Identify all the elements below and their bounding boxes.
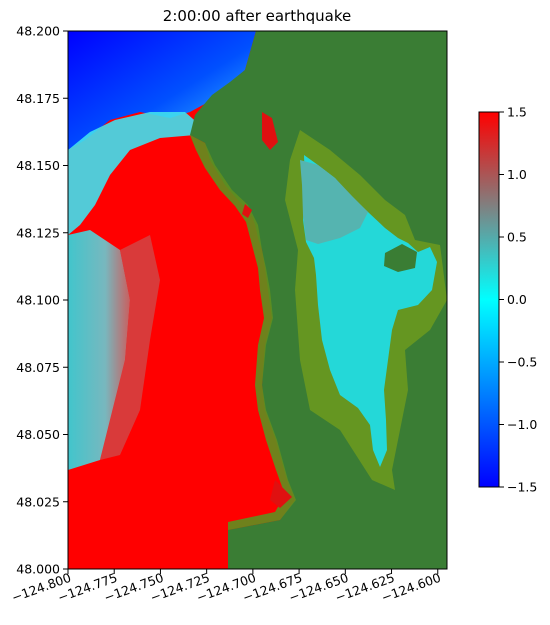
colorbar-tick-label: −0.5 <box>507 355 537 370</box>
y-tick-label: 48.125 <box>16 225 60 240</box>
blue-region <box>68 31 256 150</box>
gray-transition <box>100 235 160 460</box>
chart-title: 2:00:00 after earthquake <box>163 7 351 25</box>
x-axis-ticks: −124.800−124.775−124.750−124.725−124.700… <box>9 569 443 605</box>
y-tick-label: 48.200 <box>16 24 60 39</box>
colorbar-tick-label: −1.0 <box>507 417 537 432</box>
y-tick-label: 48.150 <box>16 158 60 173</box>
y-tick-label: 48.100 <box>16 293 60 308</box>
red-patch-north <box>262 112 278 150</box>
colorbar-tick-label: 0.0 <box>507 292 527 307</box>
colorbar-tick-label: 0.5 <box>507 230 527 245</box>
inlet-north-arm <box>300 160 368 244</box>
colorbar-ticks: −1.5 −1.0 −0.5 0.0 0.5 1.0 1.5 <box>499 105 537 495</box>
y-tick-label: 48.175 <box>16 91 60 106</box>
colorbar-tick-label: −1.5 <box>507 480 537 495</box>
red-patch-mid <box>242 204 252 218</box>
cyan-region-west <box>68 230 130 470</box>
colorbar <box>478 111 500 488</box>
coastal-shelf <box>190 135 296 530</box>
land-island <box>384 244 417 272</box>
colorbar-tick-label: 1.0 <box>507 167 527 182</box>
map-image <box>68 31 447 569</box>
y-tick-label: 48.025 <box>16 494 60 509</box>
y-tick-label: 48.000 <box>16 562 60 577</box>
y-tick-label: 48.050 <box>16 427 60 442</box>
y-tick-label: 48.075 <box>16 360 60 375</box>
colorbar-tick-label: 1.5 <box>507 105 527 120</box>
y-axis-ticks: 48.000 48.025 48.050 48.075 48.100 48.125 48.1… <box>16 24 68 577</box>
cyan-region-north <box>68 112 200 235</box>
red-patch-south <box>270 480 292 508</box>
